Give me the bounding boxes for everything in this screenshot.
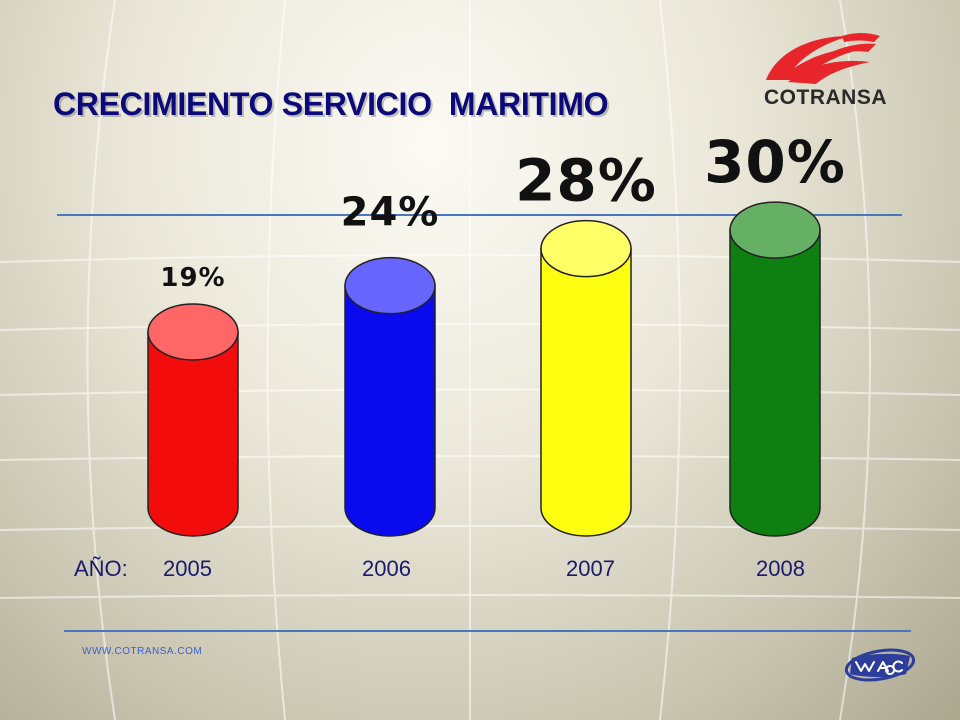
bar-body-2007 (540, 247, 632, 537)
website-link[interactable]: WWW.COTRANSA.COM (82, 646, 203, 657)
x-tick-label-2006: 2006 (362, 556, 411, 581)
bar-2005 (147, 303, 239, 537)
cotransa-logo: COTRANSA (758, 28, 908, 116)
waco-logo-icon (844, 648, 916, 682)
x-axis-prefix: AÑO: (74, 556, 128, 581)
bar-2007 (540, 219, 632, 537)
bar-top-2007 (540, 219, 632, 278)
bar-2008 (729, 201, 821, 537)
bar-body-2005 (147, 331, 239, 537)
bar-top-2005 (147, 303, 239, 361)
bar-body-2006 (344, 284, 436, 537)
bar-top-2006 (344, 256, 436, 315)
bar-2006 (344, 256, 436, 537)
top-divider (57, 214, 902, 216)
data-label-2006: 24% (341, 190, 440, 236)
cotransa-swoosh-icon (766, 33, 880, 84)
data-label-2008: 30% (704, 128, 846, 196)
bar-top-2008 (729, 201, 821, 259)
bar-body-2008 (729, 229, 821, 537)
bottom-divider (64, 630, 911, 632)
data-label-2005: 19% (160, 263, 225, 293)
cotransa-logo-text: COTRANSA (764, 86, 887, 109)
data-label-2007: 28% (515, 147, 657, 215)
x-tick-label-2005: 2005 (163, 556, 212, 581)
slide-title: CRECIMIENTO SERVICIO MARITIMO (53, 86, 609, 122)
x-tick-label-2008: 2008 (756, 556, 805, 581)
x-tick-label-2007: 2007 (566, 556, 615, 581)
